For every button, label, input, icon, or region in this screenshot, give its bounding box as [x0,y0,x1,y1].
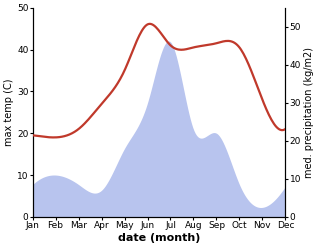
Y-axis label: max temp (C): max temp (C) [4,79,14,146]
X-axis label: date (month): date (month) [118,233,200,243]
Y-axis label: med. precipitation (kg/m2): med. precipitation (kg/m2) [304,47,314,178]
